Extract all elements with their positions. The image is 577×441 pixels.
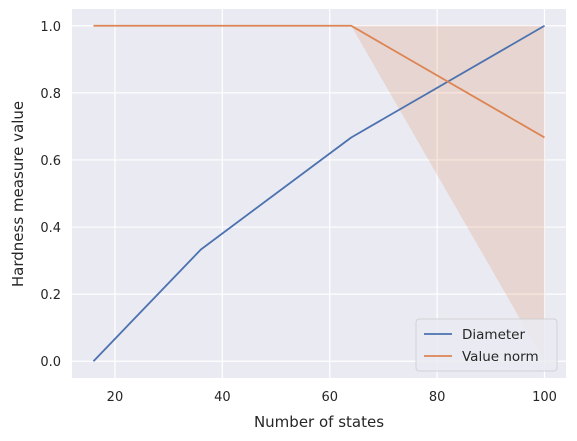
value-norm-band — [93, 25, 545, 362]
x-axis-label: Number of states — [254, 413, 384, 431]
y-tick-label: 1.0 — [40, 20, 61, 35]
series-lines — [92, 24, 545, 362]
x-tick-label: 60 — [321, 390, 338, 405]
y-axis-label: Hardness measure value — [9, 101, 27, 287]
plot-background — [72, 9, 566, 378]
x-tick-label: 80 — [429, 390, 446, 405]
y-tick-label: 0.4 — [40, 221, 61, 236]
x-tick-labels: 20 40 60 80 100 — [107, 390, 557, 405]
legend-box — [415, 318, 558, 372]
value-norm-line — [93, 24, 545, 139]
legend-label-diameter: Diameter — [462, 327, 525, 343]
x-tick-label: 20 — [107, 390, 124, 405]
y-tick-label: 0.6 — [40, 154, 61, 169]
y-tick-label: 0.0 — [40, 355, 61, 370]
x-tick-label: 40 — [214, 390, 231, 405]
y-tick-labels: 0.0 0.2 0.4 0.6 0.8 1.0 — [40, 20, 61, 370]
y-tick-label: 0.8 — [40, 87, 61, 102]
y-tick-label: 0.2 — [40, 288, 61, 303]
confidence-bands — [93, 25, 545, 362]
legend-label-value-norm: Value norm — [462, 349, 539, 365]
x-tick-label: 100 — [532, 390, 557, 405]
legend: Diameter Value norm — [415, 318, 558, 372]
